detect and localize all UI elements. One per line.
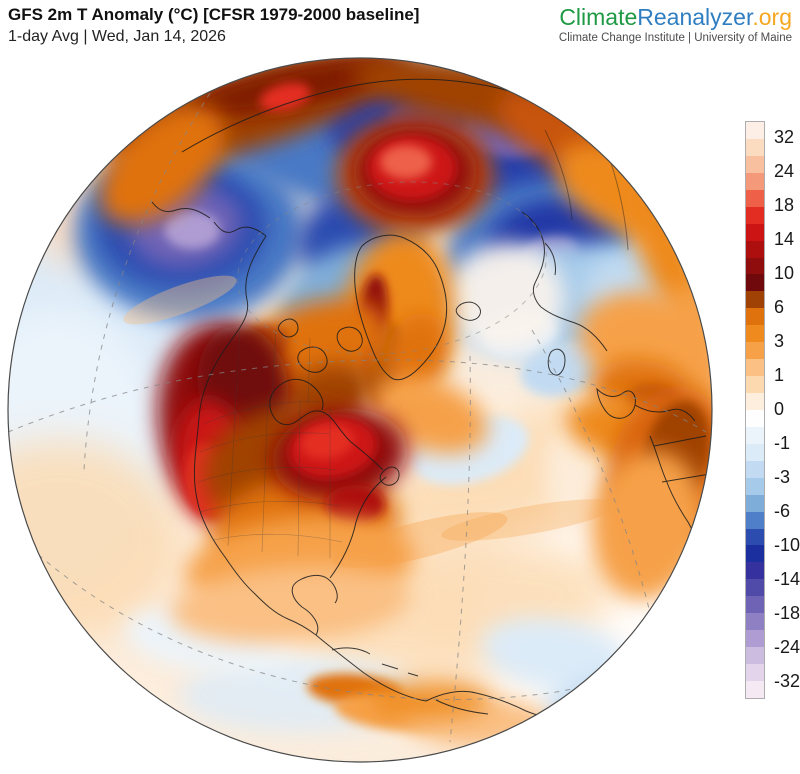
logo-wordmark[interactable]: ClimateReanalyzer.org xyxy=(559,4,792,30)
colorbar-tick-label: 14 xyxy=(774,229,795,250)
colorbar-segment xyxy=(746,206,764,224)
colorbar-ticks: 32 24 18 14 10 6 3 1 0 -1 -3 -6 -10 -14 -18 -24 -32 xyxy=(774,121,800,699)
logo-climate: Climate xyxy=(559,4,638,30)
colorbar-segment xyxy=(746,240,764,258)
colorbar-tick-label: -10 xyxy=(774,535,800,556)
globe-raster xyxy=(8,58,712,762)
map-subtitle: 1-day Avg | Wed, Jan 14, 2026 xyxy=(8,28,226,45)
colorbar-segment xyxy=(746,393,764,410)
colorbar-segment xyxy=(746,647,764,664)
colorbar-segment xyxy=(746,680,764,698)
colorbar-segment xyxy=(746,443,764,461)
colorbar-tick-label: -18 xyxy=(774,603,800,624)
colorbar-segment xyxy=(746,274,764,292)
colorbar-segment xyxy=(746,528,764,546)
colorbar-tick-label: -6 xyxy=(774,501,791,522)
globe-outline xyxy=(7,57,713,763)
colorbar-segment xyxy=(746,579,764,597)
colorbar-tick-label: -1 xyxy=(774,433,791,454)
colorbar-segment xyxy=(746,376,764,393)
colorbar xyxy=(745,121,765,699)
colorbar-segment xyxy=(746,291,764,309)
colorbar-segment xyxy=(746,511,764,529)
colorbar-segment xyxy=(746,477,764,495)
colorbar-segment xyxy=(746,138,764,156)
colorbar-tick-label: 6 xyxy=(774,297,785,318)
colorbar-segment xyxy=(746,613,764,631)
logo-reanalyzer: Reanalyzer xyxy=(637,4,753,30)
colorbar-tick-label: 18 xyxy=(774,195,795,216)
colorbar-segment xyxy=(746,325,764,343)
colorbar-segment xyxy=(746,223,764,241)
colorbar-tick-label: 0 xyxy=(774,399,785,420)
logo-tagline: Climate Change Institute | University of… xyxy=(558,32,792,44)
colorbar-segment xyxy=(746,630,764,648)
map-header: GFS 2m T Anomaly (°C) [CFSR 1979-2000 ba… xyxy=(8,4,419,47)
colorbar-segment xyxy=(746,172,764,190)
colorbar-segment xyxy=(746,460,764,478)
colorbar-tick-label: -32 xyxy=(774,671,800,692)
colorbar-tick-label: 3 xyxy=(774,331,785,352)
colorbar-tick-label: 24 xyxy=(774,161,795,182)
logo-org: .org xyxy=(752,4,792,30)
colorbar-segment xyxy=(746,426,764,444)
map-title: GFS 2m T Anomaly (°C) [CFSR 1979-2000 ba… xyxy=(8,5,420,24)
colorbar-segment xyxy=(746,189,764,207)
colorbar-segment xyxy=(746,562,764,580)
graticule-lines xyxy=(8,83,707,743)
colorbar-tick-label: -3 xyxy=(774,467,791,488)
colorbar-tick-label: 1 xyxy=(774,365,785,386)
colorbar-segment xyxy=(746,409,764,427)
colorbar-segment xyxy=(746,359,764,377)
colorbar-segment xyxy=(746,308,764,326)
colorbar-tick-label: 32 xyxy=(774,127,795,148)
colorbar-segment xyxy=(746,596,764,614)
colorbar-tick-label: 10 xyxy=(774,263,795,284)
colorbar-segment xyxy=(746,257,764,275)
colorbar-segment xyxy=(746,342,764,360)
colorbar-tick-label: -14 xyxy=(774,569,800,590)
site-logo[interactable]: ClimateReanalyzer.org Climate Change Ins… xyxy=(559,4,792,44)
colorbar-segment xyxy=(746,545,764,563)
colorbar-segment xyxy=(746,155,764,173)
colorbar-tick-label: -24 xyxy=(774,637,800,658)
colorbar-segment xyxy=(746,122,764,139)
colorbar-segment xyxy=(746,494,764,512)
colorbar-segment xyxy=(746,664,764,681)
